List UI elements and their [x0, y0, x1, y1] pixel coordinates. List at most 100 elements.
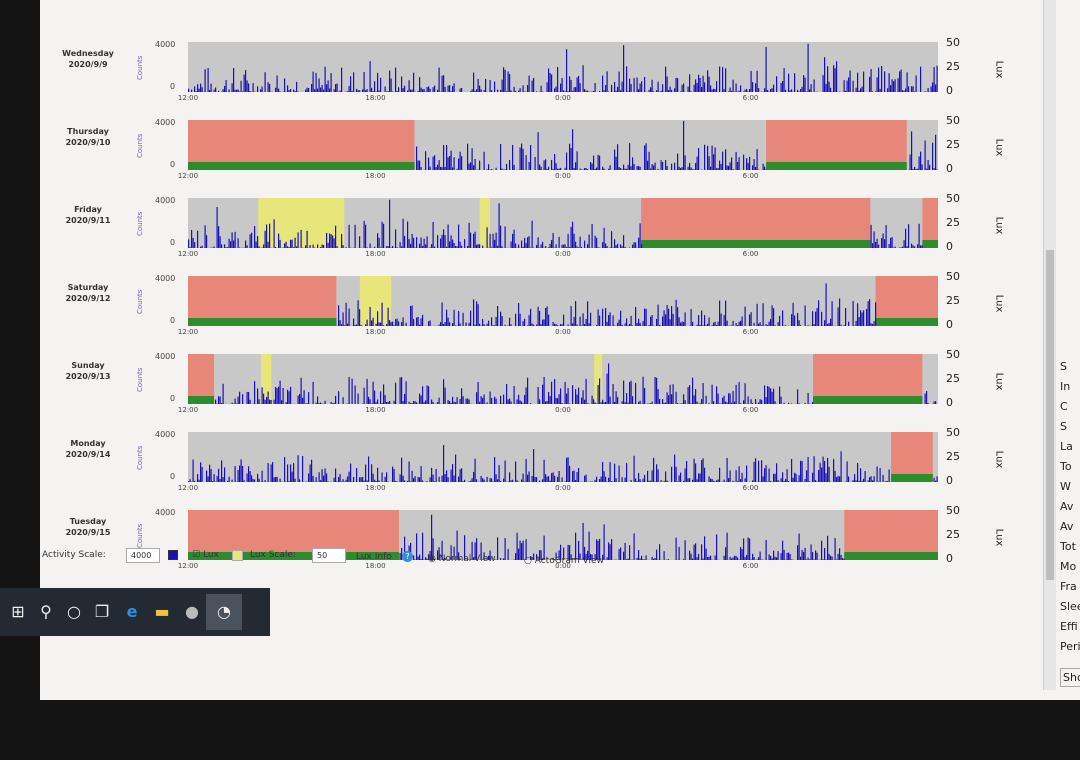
activity-bar	[876, 77, 878, 92]
app-icon[interactable]: ●	[185, 602, 199, 621]
activity-color-swatch[interactable]	[168, 550, 178, 560]
activity-bar	[684, 312, 686, 326]
activity-bar	[828, 553, 830, 560]
activity-bar	[284, 457, 286, 482]
activity-bar	[624, 477, 626, 482]
activity-bar	[888, 469, 890, 482]
activity-bar	[345, 302, 347, 326]
activity-bar	[447, 317, 449, 326]
activity-bar	[426, 558, 428, 560]
activity-bar	[692, 479, 694, 482]
activity-bar	[468, 481, 470, 482]
windows-start-icon[interactable]: ⊞	[11, 602, 25, 621]
actogram-view-radio[interactable]: ○ ActoGram View	[524, 556, 604, 566]
activity-bar	[831, 301, 833, 326]
activity-bar	[462, 396, 464, 404]
activity-bar	[368, 456, 370, 482]
activity-bar	[386, 472, 388, 482]
time-tick: 12:00	[177, 406, 199, 414]
activity-bar	[537, 237, 539, 248]
activity-bar	[290, 386, 292, 404]
cortana-icon[interactable]: ○	[67, 602, 81, 621]
lux-scale-input[interactable]: 50	[312, 548, 346, 563]
activity-bar	[374, 479, 376, 482]
activity-bar	[554, 475, 556, 482]
activity-bar	[416, 317, 418, 326]
activity-bar	[878, 244, 880, 248]
activity-bar	[711, 89, 713, 92]
search-icon[interactable]: ⚲	[40, 602, 52, 621]
activity-bar	[723, 479, 725, 482]
activity-bar	[578, 387, 580, 404]
activity-bar	[308, 87, 310, 92]
activity-bar	[689, 478, 691, 482]
light-exposure	[359, 276, 392, 326]
activity-bar	[765, 539, 767, 560]
activity-bar	[696, 82, 698, 92]
activity-bar	[824, 57, 826, 92]
activity-bar	[275, 387, 277, 404]
activity-bar	[500, 144, 502, 170]
activity-bar	[654, 558, 656, 560]
sleep-period	[188, 120, 415, 170]
activity-bar	[605, 85, 607, 92]
activity-bar	[701, 310, 703, 326]
activity-bar	[602, 75, 604, 92]
activity-bar	[675, 466, 677, 482]
activity-bar	[557, 476, 559, 482]
activity-bar	[377, 233, 379, 248]
activity-bar	[704, 315, 706, 326]
activity-bar	[509, 317, 511, 326]
activity-bar	[378, 90, 380, 92]
activity-bar	[561, 324, 563, 326]
activity-bar	[540, 166, 542, 170]
activity-bar	[695, 389, 697, 404]
normal-view-radio[interactable]: ◉ Normal View	[428, 554, 496, 564]
edge-icon[interactable]: e	[126, 602, 138, 621]
activity-bar	[396, 247, 398, 248]
activity-bar	[371, 87, 373, 92]
activity-bar	[434, 155, 436, 170]
task-view-icon[interactable]: ❐	[94, 602, 110, 621]
activity-bar	[245, 240, 247, 248]
activity-bar	[329, 88, 331, 92]
help-icon[interactable]: ?	[402, 551, 413, 562]
activity-bar	[746, 89, 748, 92]
activity-bar	[635, 382, 637, 404]
scrollbar-thumb[interactable]	[1046, 250, 1054, 580]
activity-bar	[924, 91, 926, 92]
summary-label: Tot	[1060, 540, 1076, 553]
activity-bar	[476, 538, 478, 560]
activity-bar	[792, 477, 794, 482]
activity-bar	[402, 317, 404, 326]
lux-checkbox[interactable]: ☑ Lux	[192, 550, 219, 560]
show-button[interactable]: Show	[1060, 668, 1080, 687]
activity-bar	[444, 322, 446, 326]
activity-bar	[681, 167, 683, 170]
time-tick: 0:00	[555, 172, 571, 180]
activity-bar	[188, 239, 190, 248]
activity-bar	[707, 323, 709, 326]
activity-bar	[668, 308, 670, 326]
activity-bar	[678, 166, 680, 170]
lux-tick-0: 0	[946, 240, 953, 253]
activity-scale-input[interactable]: 4000	[126, 548, 160, 563]
activity-bar	[438, 67, 440, 92]
lux-color-swatch[interactable]	[232, 550, 243, 561]
day-name: Sunday	[71, 361, 105, 370]
activity-bar	[665, 471, 667, 482]
activity-bar	[675, 391, 677, 404]
activity-bar	[723, 89, 725, 92]
file-explorer-icon[interactable]: ▬	[154, 602, 170, 621]
activity-bar	[477, 78, 479, 92]
vertical-scrollbar[interactable]	[1043, 0, 1056, 690]
activity-bar	[629, 545, 631, 560]
activity-bar	[494, 81, 496, 92]
activity-bar	[528, 471, 530, 482]
activity-bar	[521, 143, 523, 170]
activity-bar	[584, 89, 586, 92]
activity-bar	[308, 473, 310, 482]
activity-bar	[269, 84, 271, 92]
actigraphy-app-icon[interactable]: ◔	[206, 594, 242, 630]
activity-bar	[764, 468, 766, 482]
